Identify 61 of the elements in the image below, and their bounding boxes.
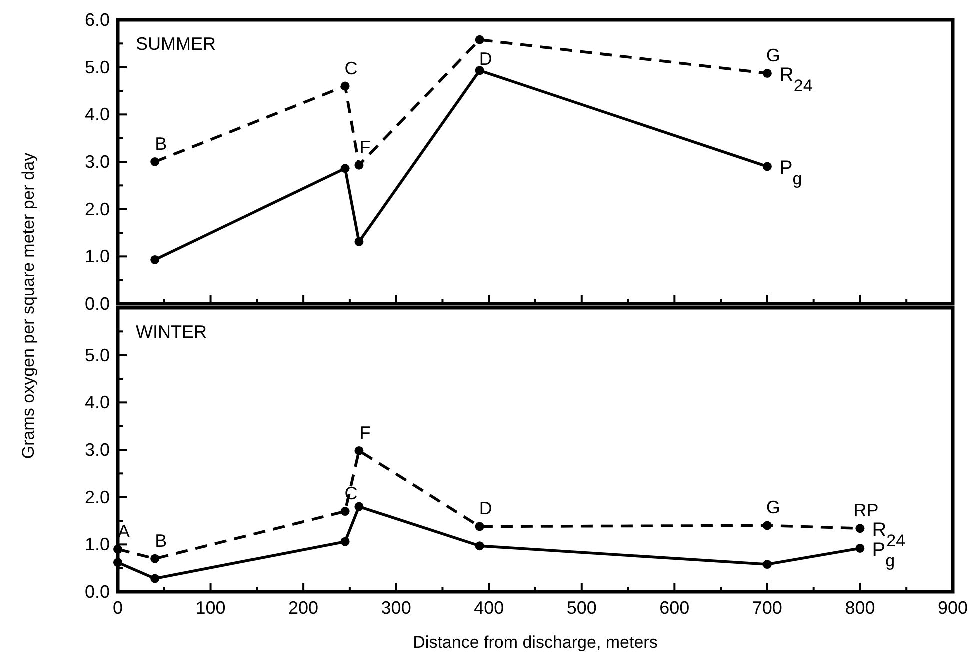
annotation: G xyxy=(766,45,780,66)
annotation: B xyxy=(155,530,168,551)
y-axis-title: Grams oxygen per square meter per day xyxy=(19,152,38,460)
annotation: G xyxy=(766,498,780,518)
y-tick-label: 1.0 xyxy=(84,246,110,267)
y-tick-label: 3.0 xyxy=(84,440,110,460)
point xyxy=(475,542,484,551)
point xyxy=(856,544,865,553)
point xyxy=(762,162,772,172)
x-tick-label: 700 xyxy=(752,598,782,618)
text: SUMMER xyxy=(136,34,216,54)
annotation: RP xyxy=(854,500,879,521)
point xyxy=(340,507,350,516)
point xyxy=(354,237,364,246)
x-tick-label: 200 xyxy=(288,598,319,618)
x-tick-label: 400 xyxy=(474,598,504,618)
annotation: F xyxy=(360,137,371,158)
y-tick-label: 2.0 xyxy=(84,199,110,220)
point xyxy=(354,446,364,456)
point xyxy=(856,524,865,534)
point xyxy=(150,554,160,564)
annotation: D xyxy=(479,48,492,69)
point xyxy=(150,574,160,584)
point xyxy=(762,68,772,78)
y-tick-label: 3.0 xyxy=(84,152,110,172)
point xyxy=(340,537,350,546)
point xyxy=(475,522,484,532)
series-label: R$_{24}$ xyxy=(779,64,813,95)
y-tick-label: 5.0 xyxy=(84,345,110,366)
y-tick-label: 5.0 xyxy=(84,57,110,78)
x-tick-label: 800 xyxy=(845,598,876,618)
point xyxy=(150,255,160,264)
point xyxy=(150,158,160,166)
x-tick-label: 600 xyxy=(660,598,690,618)
point xyxy=(475,66,484,76)
point xyxy=(762,560,772,570)
x-tick-label: 900 xyxy=(938,598,968,618)
annotation: D xyxy=(479,498,492,519)
series-label: P$_{g}$ xyxy=(779,158,802,188)
x-axis-title: Distance from discharge, meters xyxy=(413,633,658,652)
point xyxy=(340,164,350,174)
point xyxy=(354,502,364,512)
y-tick-label: 4.0 xyxy=(84,104,110,125)
y-tick-label: 0.0 xyxy=(84,294,110,314)
annotation: F xyxy=(360,422,371,443)
x-tick-label: 500 xyxy=(566,598,597,618)
x-tick-label: 300 xyxy=(381,598,412,618)
y-tick-label: 1.0 xyxy=(84,534,110,555)
y-tick-label: 2.0 xyxy=(84,487,110,508)
annotation: B xyxy=(155,134,168,154)
point xyxy=(762,521,772,530)
y-tick-label: 4.0 xyxy=(84,392,110,413)
x-tick-label: 0 xyxy=(112,598,124,618)
annotation: C xyxy=(344,58,358,78)
point xyxy=(475,35,484,44)
x-tick-label: 100 xyxy=(196,598,226,618)
point xyxy=(340,82,350,91)
text: WINTER xyxy=(136,322,207,342)
point xyxy=(354,160,364,170)
y-tick-label: 0.0 xyxy=(84,582,110,602)
y-tick-label: 6.0 xyxy=(84,10,110,30)
